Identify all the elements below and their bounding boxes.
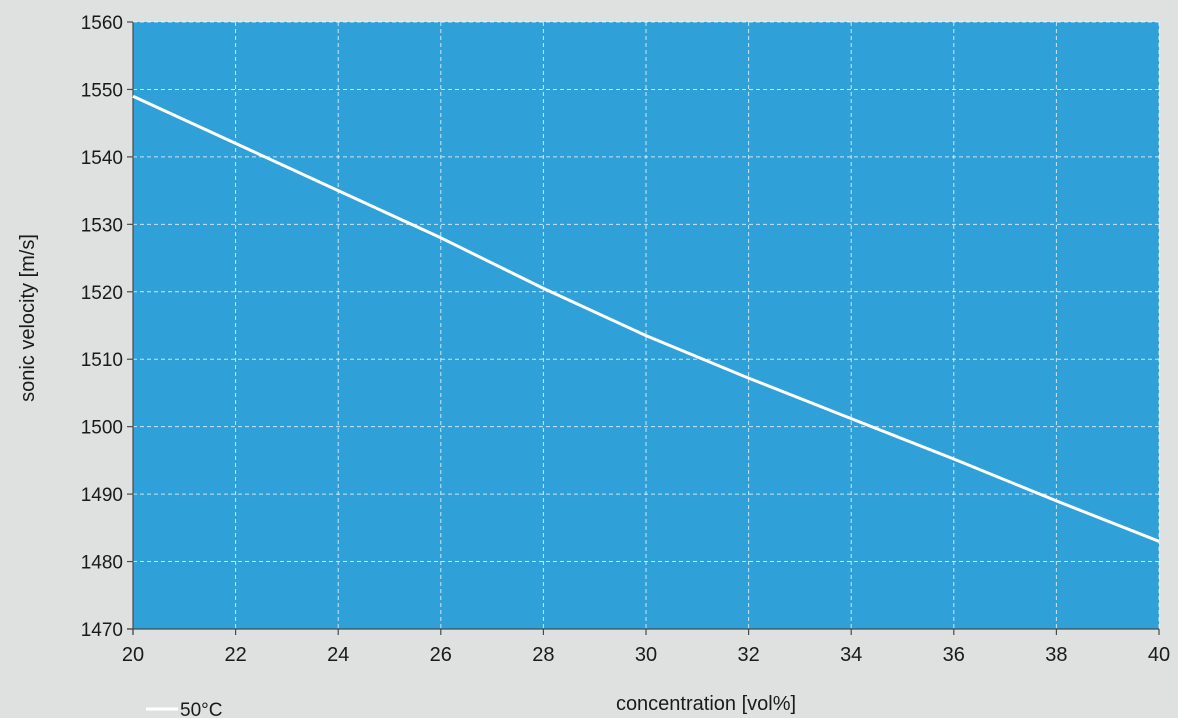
y-tick-label: 1480 [81,553,123,574]
y-axis-label: sonic velocity [m/s] [17,234,39,402]
x-tick-label: 36 [943,644,965,666]
x-tick-label: 30 [635,644,657,666]
x-tick-label: 34 [840,644,862,666]
y-tick-label: 1500 [81,418,123,439]
legend: 50°C [146,700,222,718]
y-tick-label: 1540 [81,148,123,169]
y-tick-label: 1490 [81,485,123,506]
series-line [132,94,1160,543]
x-axis-label: concentration [vol%] [616,693,796,715]
x-tick-label: 24 [327,644,349,666]
y-tick-label: 1560 [81,13,123,34]
y-tick-label: 1520 [81,283,123,304]
legend-label: 50°C [180,700,222,718]
x-tick-label: 32 [737,644,759,666]
x-tick-label: 38 [1045,644,1067,666]
x-tick-label: 28 [532,644,554,666]
series [132,94,1160,543]
x-tick-label: 26 [430,644,452,666]
x-tick-label: 22 [224,644,246,666]
axes: 1470 1480 1490 1500 1510 1520 1530 1540 1550 1560… [81,13,1170,666]
y-tick-label: 1510 [81,350,123,371]
y-tick-label: 1530 [81,215,123,236]
grid [133,21,1160,629]
y-tick-label: 1470 [81,620,123,641]
y-tick-label: 1550 [81,80,123,101]
x-tick-label: 40 [1148,644,1170,666]
x-tick-label: 20 [122,644,144,666]
